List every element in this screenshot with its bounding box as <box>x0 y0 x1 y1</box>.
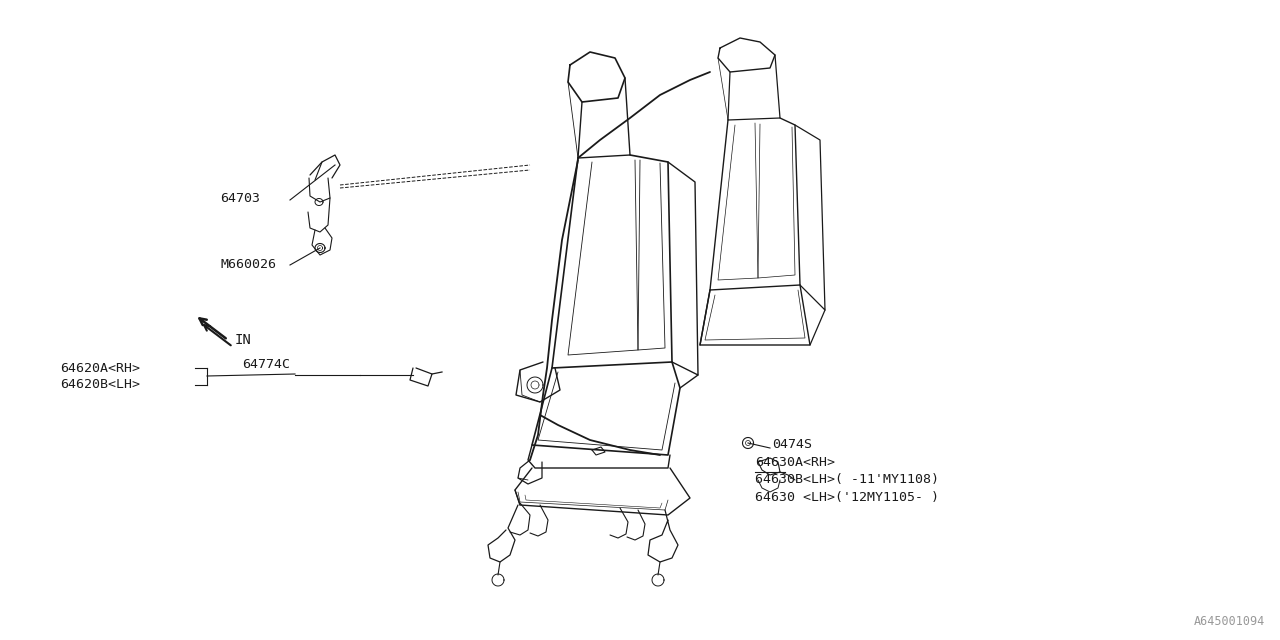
Text: 64630A<RH>: 64630A<RH> <box>755 456 835 468</box>
Text: IN: IN <box>236 333 252 347</box>
Text: 64774C: 64774C <box>242 358 291 371</box>
Text: 64620B<LH>: 64620B<LH> <box>60 378 140 392</box>
Text: A645001094: A645001094 <box>1194 615 1265 628</box>
Text: 64703: 64703 <box>220 191 260 205</box>
Text: 0474S: 0474S <box>772 438 812 451</box>
Text: M660026: M660026 <box>220 259 276 271</box>
Text: 64620A<RH>: 64620A<RH> <box>60 362 140 374</box>
Text: 64630B<LH>( -11'MY1108): 64630B<LH>( -11'MY1108) <box>755 474 940 486</box>
Text: 64630 <LH>('12MY1105- ): 64630 <LH>('12MY1105- ) <box>755 490 940 504</box>
